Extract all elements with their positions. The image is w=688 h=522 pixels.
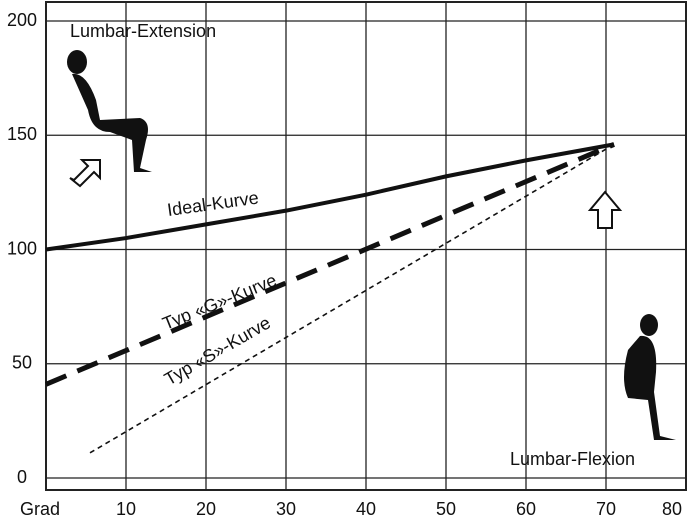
- y-tick-label: 0: [17, 467, 27, 487]
- figure-flexion: [624, 314, 676, 440]
- x-tick-label: 30: [276, 499, 296, 519]
- y-tick-label: 200: [7, 10, 37, 30]
- line: [45, 142, 615, 387]
- x-axis-label: Grad: [20, 499, 60, 519]
- grid: [45, 1, 687, 491]
- x-tick-label: 40: [356, 499, 376, 519]
- line: [89, 143, 615, 454]
- x-tick-label: 80: [662, 499, 682, 519]
- annotation: Lumbar-Flexion: [510, 449, 635, 469]
- x-tick-label: 50: [436, 499, 456, 519]
- line: [45, 142, 615, 252]
- lines: [45, 142, 615, 454]
- series-label: Ideal-Kurve: [166, 187, 260, 220]
- annotation: Lumbar-Extension: [70, 21, 216, 41]
- x-tick-label: 10: [116, 499, 136, 519]
- y-tick-label: 150: [7, 124, 37, 144]
- x-tick-label: 70: [596, 499, 616, 519]
- arrow-up: [587, 190, 623, 229]
- y-tick-label: 50: [12, 353, 32, 373]
- x-tick-label: 60: [516, 499, 536, 519]
- figure-extension: [67, 50, 152, 172]
- x-tick-label: 20: [196, 499, 216, 519]
- arrow-down: [69, 159, 101, 188]
- y-tick-label: 100: [7, 238, 37, 258]
